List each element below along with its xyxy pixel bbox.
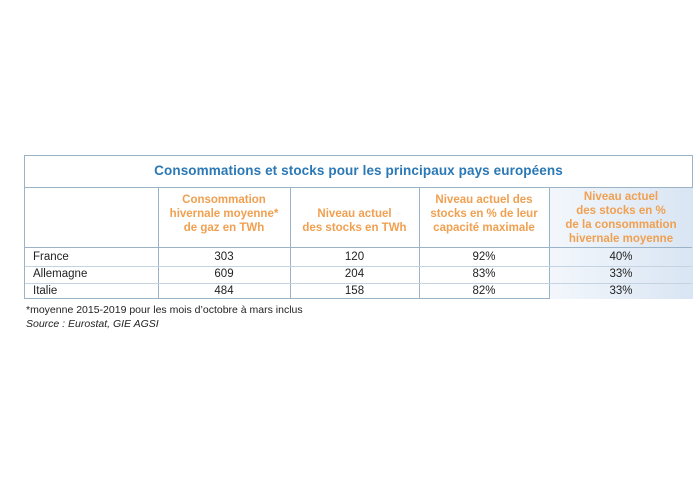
footnote: *moyenne 2015-2019 pour les mois d’octob… (26, 304, 303, 316)
row-divider (25, 266, 692, 267)
row-country: Allemagne (33, 268, 88, 280)
cell-stock-consumption: 33% (609, 285, 633, 297)
header-divider (25, 247, 692, 248)
cell-stock-consumption: 40% (609, 251, 633, 263)
row-divider (25, 283, 692, 284)
cell-consumption: 484 (214, 285, 234, 297)
cell-stock-twh: 158 (344, 285, 365, 297)
cell-stock-consumption: 33% (609, 268, 633, 280)
title-divider (25, 187, 692, 188)
table-row: Allemagne 609 204 83% 33% (25, 267, 692, 283)
cell-stock-twh: 204 (344, 268, 365, 280)
row-country: France (33, 251, 69, 263)
source-note: Source : Eurostat, GIE AGSI (26, 318, 159, 330)
cell-stock-capacity: 82% (472, 285, 496, 297)
column-divider (290, 188, 291, 299)
cell-consumption: 303 (214, 251, 234, 263)
table-row: France 303 120 92% 40% (25, 250, 692, 266)
highlight-column (549, 188, 693, 299)
cell-stock-capacity: 83% (472, 268, 496, 280)
table-title: Consommations et stocks pour les princip… (154, 163, 563, 178)
cell-consumption: 609 (214, 268, 234, 280)
table-row: Italie 484 158 82% 33% (25, 284, 692, 300)
header-consumption: Consommation hivernale moyenne* de gaz e… (169, 194, 279, 234)
column-divider (158, 188, 159, 299)
cell-stock-twh: 120 (344, 251, 365, 263)
column-divider (419, 188, 420, 299)
header-stock-twh: Niveau actuel des stocks en TWh (302, 208, 407, 234)
header-stock-consumption: Niveau actuel des stocks en % de la cons… (565, 191, 677, 245)
header-stock-capacity: Niveau actuel des stocks en % de leur ca… (430, 194, 538, 234)
data-table: Consommations et stocks pour les princip… (24, 155, 693, 299)
cell-stock-capacity: 92% (472, 251, 496, 263)
column-divider (549, 188, 550, 299)
row-country: Italie (33, 285, 58, 297)
